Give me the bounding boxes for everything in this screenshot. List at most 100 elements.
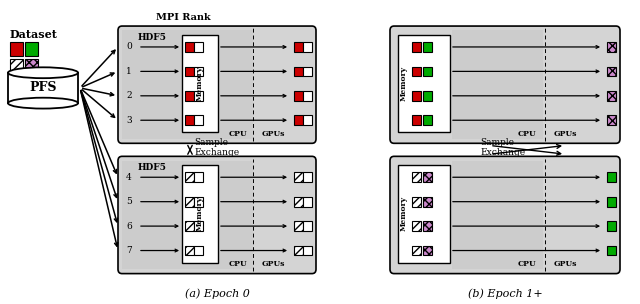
Text: 0: 0 (126, 43, 132, 51)
Text: GPUs: GPUs (553, 130, 577, 138)
Bar (10, 42, 23, 57)
Text: 3: 3 (126, 116, 132, 125)
Text: Memory: Memory (196, 66, 204, 101)
Text: 7: 7 (126, 246, 132, 255)
Bar (607, 246, 616, 255)
Bar (303, 91, 312, 101)
Bar (412, 91, 421, 101)
Bar (303, 221, 312, 231)
Ellipse shape (8, 98, 78, 109)
Bar (412, 42, 421, 52)
Bar (423, 246, 432, 255)
Bar (294, 172, 303, 182)
Bar (303, 197, 312, 206)
Text: GPUs: GPUs (553, 260, 577, 268)
Text: HDF5: HDF5 (138, 33, 167, 42)
Text: Memory: Memory (400, 196, 408, 231)
Bar (182, 165, 218, 263)
Bar (607, 91, 616, 101)
Text: 6: 6 (126, 222, 132, 231)
Bar (194, 221, 203, 231)
Text: 2: 2 (126, 91, 132, 100)
Text: Memory: Memory (196, 196, 204, 231)
Bar (194, 67, 203, 76)
Bar (122, 161, 253, 269)
Bar (8, 73, 78, 103)
Text: CPU: CPU (228, 260, 247, 268)
Bar (185, 42, 194, 52)
Bar (185, 246, 194, 255)
Bar (423, 172, 432, 182)
Bar (294, 91, 303, 101)
FancyBboxPatch shape (118, 156, 316, 274)
Text: CPU: CPU (518, 260, 536, 268)
Bar (303, 246, 312, 255)
Bar (294, 246, 303, 255)
Bar (423, 91, 432, 101)
Text: MPI Rank: MPI Rank (156, 13, 211, 22)
Bar (185, 67, 194, 76)
Bar (607, 172, 616, 182)
Bar (303, 67, 312, 76)
FancyBboxPatch shape (390, 26, 620, 143)
Bar (185, 91, 194, 101)
Bar (185, 197, 194, 206)
Bar (194, 42, 203, 52)
Bar (294, 197, 303, 206)
Bar (452, 30, 543, 139)
Bar (194, 115, 203, 125)
Text: (a) Epoch 0: (a) Epoch 0 (184, 289, 250, 299)
Bar (303, 172, 312, 182)
Bar (122, 30, 253, 139)
Text: 5: 5 (126, 197, 132, 206)
Bar (294, 67, 303, 76)
Bar (452, 161, 543, 269)
Bar (423, 67, 432, 76)
Bar (398, 165, 450, 263)
Text: 1: 1 (126, 67, 132, 76)
Text: PFS: PFS (29, 81, 57, 95)
Bar (294, 42, 303, 52)
Bar (607, 42, 616, 52)
Bar (412, 115, 421, 125)
Bar (607, 115, 616, 125)
Bar (25, 42, 38, 57)
Ellipse shape (8, 67, 78, 78)
Bar (303, 115, 312, 125)
Bar (194, 91, 203, 101)
Bar (412, 221, 421, 231)
Text: Memory: Memory (400, 66, 408, 101)
Bar (398, 35, 450, 133)
Bar (607, 67, 616, 76)
Bar (294, 221, 303, 231)
Bar (303, 42, 312, 52)
Text: HDF5: HDF5 (138, 163, 167, 172)
Bar (194, 197, 203, 206)
Bar (412, 172, 421, 182)
Bar (25, 59, 38, 73)
Bar (423, 197, 432, 206)
Text: (b) Epoch 1+: (b) Epoch 1+ (468, 289, 542, 299)
Text: GPUs: GPUs (261, 130, 285, 138)
Bar (185, 172, 194, 182)
Bar (194, 246, 203, 255)
Bar (182, 35, 218, 133)
Text: CPU: CPU (228, 130, 247, 138)
Text: Sample
Exchange: Sample Exchange (480, 138, 525, 157)
Bar (194, 172, 203, 182)
Text: CPU: CPU (518, 130, 536, 138)
Bar (412, 197, 421, 206)
Text: Dataset: Dataset (10, 29, 58, 40)
Bar (185, 221, 194, 231)
Bar (423, 115, 432, 125)
FancyBboxPatch shape (118, 26, 316, 143)
Bar (10, 59, 23, 73)
Bar (412, 246, 421, 255)
Bar (607, 197, 616, 206)
Bar (185, 115, 194, 125)
Text: GPUs: GPUs (261, 260, 285, 268)
Bar (607, 221, 616, 231)
Bar (412, 67, 421, 76)
Text: Sample
Exchange: Sample Exchange (194, 138, 239, 157)
Bar (423, 42, 432, 52)
